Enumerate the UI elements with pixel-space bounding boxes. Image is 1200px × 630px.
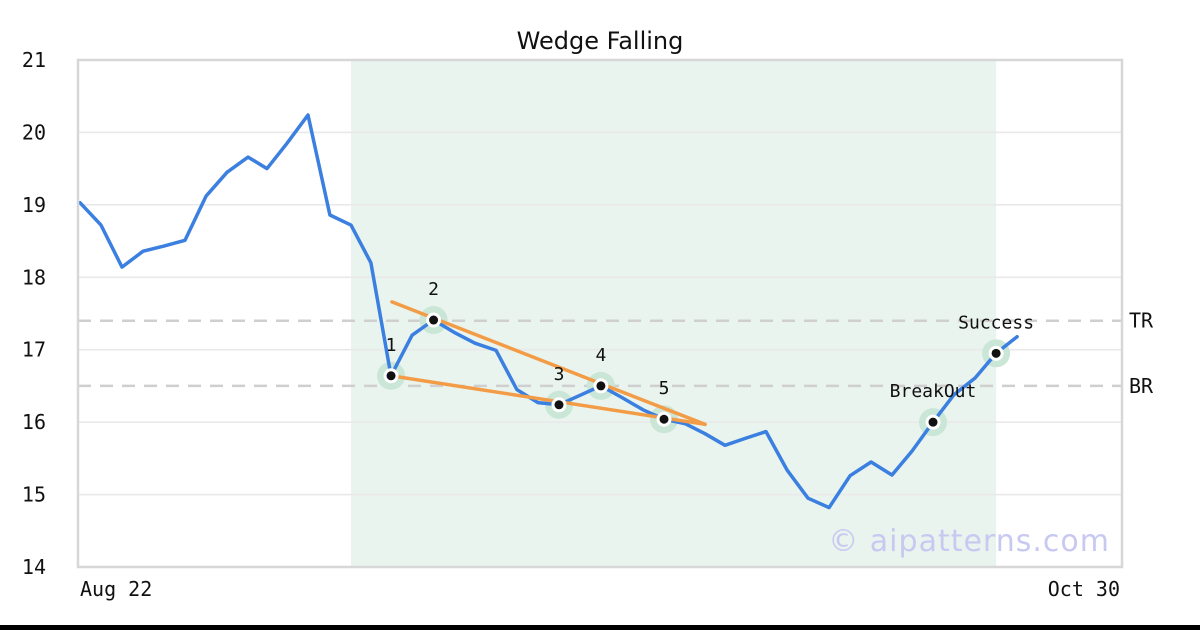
y-tick-label: 14 <box>22 555 46 579</box>
pattern-point-4 <box>596 381 606 391</box>
pattern-point-2 <box>429 315 439 325</box>
annotation-label-3: 3 <box>554 364 565 385</box>
annotation-label-breakout: BreakOut <box>890 381 977 402</box>
reference-label-tr: TR <box>1129 309 1154 333</box>
annotation-label-1: 1 <box>386 335 397 356</box>
pattern-zone <box>350 60 997 567</box>
pattern-point-3 <box>554 400 564 410</box>
watermark: © aipatterns.com <box>828 524 1110 559</box>
x-tick-start: Aug 22 <box>80 577 153 601</box>
chart-title: Wedge Falling <box>516 27 684 55</box>
price-line <box>78 113 1019 510</box>
y-tick-label: 20 <box>22 120 46 144</box>
y-tick-label: 16 <box>22 410 46 434</box>
upper-wedge-line <box>390 300 707 427</box>
annotation-label-success: Success <box>958 312 1034 333</box>
pattern-point-5 <box>659 414 669 424</box>
annotation-label-4: 4 <box>595 345 606 366</box>
y-tick-label: 17 <box>22 338 46 362</box>
x-tick-end: Oct 30 <box>1047 577 1120 601</box>
reference-label-br: BR <box>1129 374 1154 398</box>
plot-border <box>76 58 1124 569</box>
y-tick-label: 19 <box>22 193 46 217</box>
annotation-label-5: 5 <box>659 378 670 399</box>
y-tick-label: 21 <box>22 48 46 72</box>
y-tick-label: 15 <box>22 483 46 507</box>
bottom-bar <box>0 625 1200 630</box>
pattern-point-success <box>991 348 1001 358</box>
pattern-point-breakout <box>928 417 938 427</box>
annotation-label-2: 2 <box>428 279 439 300</box>
pattern-point-1 <box>386 371 396 381</box>
lower-wedge-line <box>389 374 707 427</box>
y-tick-label: 18 <box>22 265 46 289</box>
